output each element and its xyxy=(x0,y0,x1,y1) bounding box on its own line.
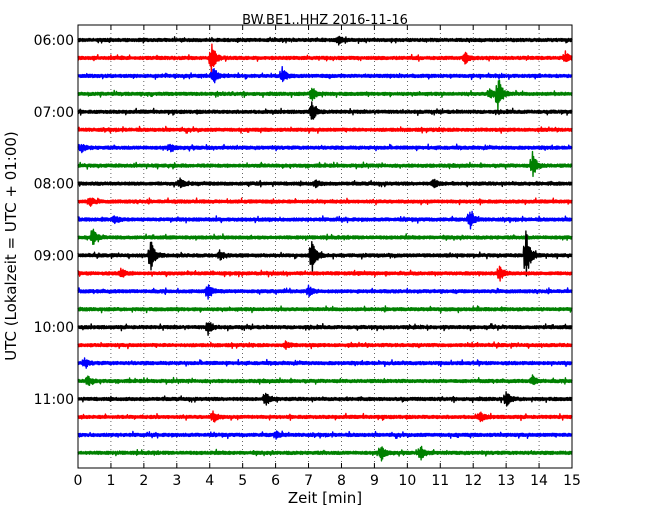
x-tick-label: 4 xyxy=(205,473,214,489)
x-tick-label: 6 xyxy=(271,473,280,489)
x-tick-label: 10 xyxy=(398,473,416,489)
seismic-trace xyxy=(77,228,573,245)
y-tick-label: 10:00 xyxy=(34,320,74,336)
x-tick-label: 5 xyxy=(238,473,247,489)
seismic-trace xyxy=(77,374,573,386)
y-tick-label: 07:00 xyxy=(34,105,74,121)
seismic-trace xyxy=(77,79,573,112)
seismic-trace xyxy=(77,210,573,230)
seismic-trace xyxy=(77,391,573,407)
x-tick-label: 7 xyxy=(304,473,313,489)
seismic-trace xyxy=(77,340,573,350)
seismic-trace xyxy=(77,284,573,300)
seismic-trace xyxy=(77,197,573,207)
x-tick-label: 9 xyxy=(370,473,379,489)
x-tick-label: 8 xyxy=(337,473,346,489)
x-tick-label: 12 xyxy=(464,473,482,489)
seismic-trace xyxy=(77,445,573,462)
x-tick-label: 2 xyxy=(139,473,148,489)
y-tick-label: 11:00 xyxy=(34,392,74,408)
seismic-trace xyxy=(77,410,573,423)
x-axis-label: Zeit [min] xyxy=(288,489,362,507)
grid xyxy=(110,25,540,468)
plot-frame xyxy=(77,24,573,469)
seismic-trace xyxy=(77,101,573,120)
seismic-trace xyxy=(77,265,573,282)
x-tick-label: 0 xyxy=(74,473,83,489)
seismic-trace xyxy=(77,357,573,369)
x-tick-label: 3 xyxy=(172,473,181,489)
seismic-trace xyxy=(77,35,573,46)
x-tick-label: 14 xyxy=(530,473,548,489)
y-tick-label: 08:00 xyxy=(34,177,74,193)
y-axis-label: UTC (Lokalzeit = UTC + 01:00) xyxy=(2,131,20,361)
seismic-trace xyxy=(77,430,573,440)
seismic-trace xyxy=(77,66,573,84)
seismic-trace xyxy=(77,43,573,74)
seismic-trace xyxy=(77,322,573,336)
y-tick-label: 06:00 xyxy=(34,33,74,49)
axis-ticks: 0 1 2 3 4 5 6 7 8 9 10 11 12 13 14 1506:0007:0008:0009:… xyxy=(34,25,581,489)
x-tick-label: 1 xyxy=(106,473,115,489)
seismic-trace xyxy=(77,143,573,154)
seismic-trace xyxy=(77,230,573,277)
x-tick-label: 15 xyxy=(563,473,581,489)
seismic-trace xyxy=(77,177,573,189)
seismic-traces xyxy=(77,35,573,462)
seismic-trace xyxy=(77,150,573,178)
seismic-trace xyxy=(77,125,573,134)
chart-title: BW.BE1..HHZ 2016-11-16 xyxy=(242,13,408,28)
x-tick-label: 13 xyxy=(497,473,515,489)
y-tick-label: 09:00 xyxy=(34,248,74,264)
seismic-trace xyxy=(77,305,573,314)
x-tick-label: 11 xyxy=(431,473,449,489)
